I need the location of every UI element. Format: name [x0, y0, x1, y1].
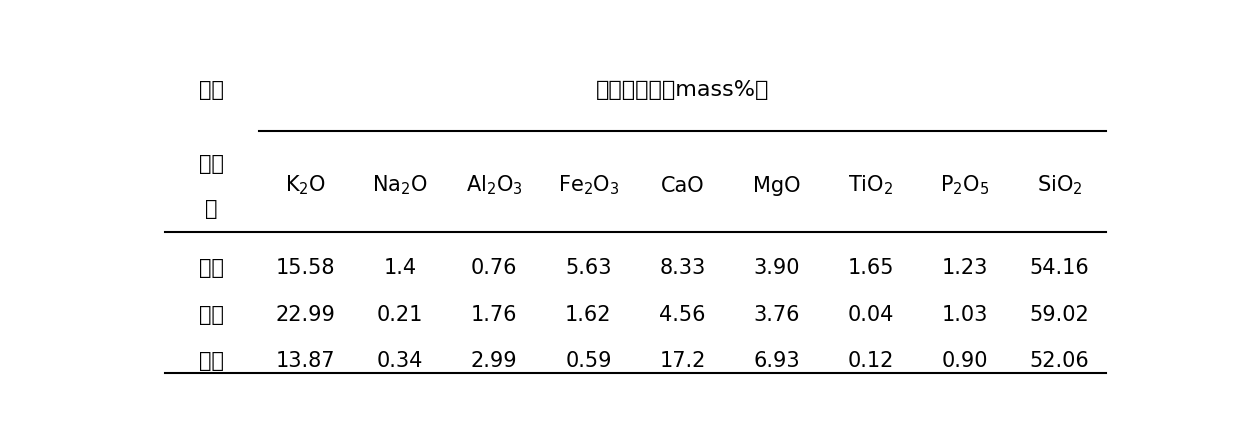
Text: 甘蔗: 甘蔗 — [200, 305, 224, 325]
Text: P$_2$O$_5$: P$_2$O$_5$ — [940, 174, 990, 197]
Text: 59.02: 59.02 — [1029, 305, 1089, 325]
Text: 稻秸: 稻秸 — [200, 258, 224, 279]
Text: 1.03: 1.03 — [942, 305, 988, 325]
Text: 22.99: 22.99 — [277, 305, 336, 325]
Text: 0.04: 0.04 — [848, 305, 894, 325]
Text: Fe$_2$O$_3$: Fe$_2$O$_3$ — [558, 174, 619, 197]
Text: 54.16: 54.16 — [1029, 258, 1089, 279]
Text: MgO: MgO — [753, 176, 801, 196]
Text: 0.12: 0.12 — [848, 351, 894, 371]
Text: Na$_2$O: Na$_2$O — [372, 174, 428, 197]
Text: 木屑: 木屑 — [200, 351, 224, 371]
Text: 1.62: 1.62 — [565, 305, 611, 325]
Text: 化合物含量（mass%）: 化合物含量（mass%） — [596, 80, 769, 100]
Text: 5.63: 5.63 — [565, 258, 611, 279]
Text: 质灰: 质灰 — [200, 154, 224, 174]
Text: 2.99: 2.99 — [471, 351, 517, 371]
Text: K$_2$O: K$_2$O — [285, 174, 326, 197]
Text: Al$_2$O$_3$: Al$_2$O$_3$ — [466, 174, 522, 197]
Text: 0.76: 0.76 — [471, 258, 517, 279]
Text: 0.59: 0.59 — [565, 351, 611, 371]
Text: 1.76: 1.76 — [471, 305, 517, 325]
Text: 0.21: 0.21 — [377, 305, 423, 325]
Text: 1.23: 1.23 — [942, 258, 988, 279]
Text: TiO$_2$: TiO$_2$ — [848, 174, 894, 197]
Text: 13.87: 13.87 — [277, 351, 336, 371]
Text: 4.56: 4.56 — [660, 305, 706, 325]
Text: 1.4: 1.4 — [383, 258, 417, 279]
Text: 1.65: 1.65 — [848, 258, 894, 279]
Text: 17.2: 17.2 — [660, 351, 706, 371]
Text: 3.90: 3.90 — [754, 258, 800, 279]
Text: 15.58: 15.58 — [277, 258, 336, 279]
Text: 6.93: 6.93 — [754, 351, 800, 371]
Text: 52.06: 52.06 — [1029, 351, 1089, 371]
Text: 生物: 生物 — [200, 80, 224, 100]
Text: 渣: 渣 — [206, 199, 218, 219]
Text: 0.34: 0.34 — [377, 351, 423, 371]
Text: 8.33: 8.33 — [660, 258, 706, 279]
Text: 3.76: 3.76 — [754, 305, 800, 325]
Text: 0.90: 0.90 — [942, 351, 988, 371]
Text: CaO: CaO — [661, 176, 704, 196]
Text: SiO$_2$: SiO$_2$ — [1037, 174, 1083, 197]
